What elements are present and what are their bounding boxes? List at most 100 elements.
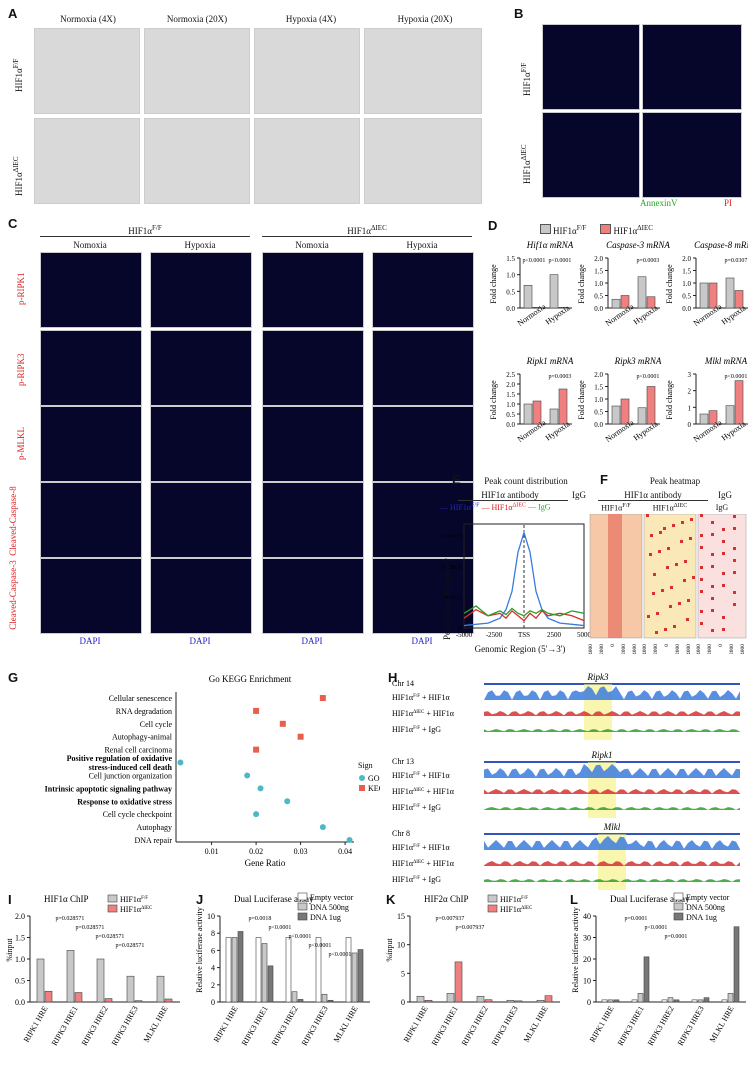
panel-c-row-label: p-MLKL bbox=[16, 427, 26, 460]
chart-title: Caspase-8 mRNA bbox=[694, 240, 748, 250]
coverage-track bbox=[484, 764, 740, 778]
micrograph-a3 bbox=[254, 28, 360, 114]
coverage-track bbox=[484, 711, 740, 716]
heatmap-mark bbox=[650, 534, 653, 537]
bar bbox=[699, 413, 709, 425]
heatmap-mark bbox=[690, 518, 693, 521]
bar bbox=[611, 405, 621, 425]
data-point bbox=[284, 798, 291, 805]
y-tick-label: 0.5 bbox=[15, 977, 25, 986]
bar bbox=[631, 999, 638, 1003]
heatmap-mark bbox=[711, 553, 714, 556]
legend-label: HIF1αΔIEC bbox=[500, 905, 533, 914]
category-label: DNA repair bbox=[134, 836, 172, 845]
bar bbox=[476, 995, 485, 1003]
bar bbox=[733, 926, 740, 1003]
heatmap-mark bbox=[687, 599, 690, 602]
chart-title: Dual Luciferase assay bbox=[610, 894, 690, 904]
bar bbox=[699, 282, 709, 309]
data-point bbox=[319, 695, 326, 701]
heatmap-mark bbox=[733, 603, 736, 606]
heatmap-mark bbox=[711, 533, 714, 536]
micrograph-a4 bbox=[364, 28, 482, 114]
fluorescence-b3 bbox=[542, 112, 640, 198]
panel-c-col-title: Nomoxia bbox=[73, 240, 107, 250]
legend-label: Empty vector bbox=[686, 893, 730, 902]
legend-swatch bbox=[673, 892, 684, 901]
heatmap-mark bbox=[656, 612, 659, 615]
x-tick-label: 0.04 bbox=[338, 847, 352, 856]
panel-e-legend: — HIF1αF/F — HIF1αΔIEC — IgG bbox=[440, 502, 551, 512]
dapi-label: DAPI bbox=[301, 636, 323, 646]
heatmap-mark bbox=[681, 521, 684, 524]
heatmap-mark bbox=[733, 547, 736, 550]
x-tick-label: 2000 bbox=[675, 644, 681, 654]
y-tick-label: 1.5 bbox=[594, 384, 603, 392]
bar bbox=[673, 999, 680, 1003]
y-tick-label: 0 bbox=[459, 626, 462, 632]
track-label: HIF1αF/F + HIF1α bbox=[392, 693, 450, 702]
y-tick-label: 0 bbox=[688, 421, 692, 429]
panel-e-sub: IgG bbox=[572, 490, 586, 500]
y-tick-label: 0.0 bbox=[594, 421, 603, 429]
micrograph-c-r3c4 bbox=[372, 406, 474, 482]
bar bbox=[424, 999, 433, 1003]
heatmap-mark bbox=[669, 605, 672, 608]
y-tick-label: 0.5 bbox=[594, 293, 603, 301]
y-axis-label: Fold change bbox=[489, 264, 498, 304]
bar bbox=[532, 307, 542, 309]
panel-e-ylabel: Peak Count Frequency bbox=[442, 558, 452, 640]
y-tick-label: 1.0 bbox=[506, 272, 515, 280]
bar bbox=[345, 937, 352, 1003]
p-value-label: p=0.028571 bbox=[76, 925, 105, 931]
p-value-label: p=0.0001 bbox=[665, 934, 688, 940]
p-value-label: p=0.0003 bbox=[549, 374, 572, 380]
legend-hif-diec: — HIF1αΔIEC bbox=[481, 502, 527, 512]
heatmap-mark bbox=[678, 602, 681, 605]
bar bbox=[66, 950, 75, 1003]
x-tick-label: -4000 bbox=[696, 644, 702, 654]
micrograph-c-r2c2 bbox=[150, 330, 252, 406]
micrograph-a6 bbox=[144, 118, 250, 204]
panel-a-row-label: HIF1αF/F bbox=[12, 58, 24, 92]
y-tick-label: 0.0 bbox=[506, 305, 515, 313]
x-tick-label: -2000 bbox=[707, 644, 713, 654]
legend-title: Sign bbox=[358, 761, 373, 770]
heatmap-mark bbox=[711, 609, 714, 612]
panel-a-row-label: HIF1αΔIEC bbox=[12, 156, 24, 197]
y-tick-label: 0.0 bbox=[682, 305, 691, 313]
y-axis-label: Fold change bbox=[577, 264, 586, 304]
bar bbox=[646, 386, 656, 425]
panel-c-row-label: p-RIPK3 bbox=[16, 353, 26, 386]
heatmap-mark bbox=[700, 514, 703, 517]
y-axis-label: Relative luciferase activity bbox=[195, 907, 204, 993]
panel-c-row-label: p-RIPK1 bbox=[16, 272, 26, 305]
panel-c-col-title: Hypoxia bbox=[406, 240, 438, 250]
heatmap-mark bbox=[733, 515, 736, 518]
chromosome-label: Chr 14 bbox=[392, 679, 414, 688]
bar bbox=[321, 993, 328, 1003]
chart-title: HIF2α ChIP bbox=[424, 894, 468, 904]
track-label: HIF1αF/F + IgG bbox=[392, 725, 441, 734]
heatmap-mark bbox=[733, 571, 736, 574]
data-point bbox=[253, 811, 260, 818]
heatmap-mark bbox=[672, 524, 675, 527]
heatmap-mark bbox=[711, 521, 714, 524]
track-label: HIF1αF/F + IgG bbox=[392, 875, 441, 884]
bar bbox=[708, 282, 718, 309]
y-tick-label: 0.0 bbox=[594, 305, 603, 313]
track-label: HIF1αΔIEC + HIF1α bbox=[392, 859, 455, 868]
bar bbox=[156, 975, 165, 1003]
y-tick-label: 1.5 bbox=[682, 268, 691, 276]
category-label: RIPK3 HRE2 bbox=[646, 1005, 676, 1048]
y-tick-label: 2 bbox=[688, 388, 692, 396]
legend-swatch bbox=[297, 912, 308, 921]
panel-label-g: G bbox=[8, 670, 19, 685]
legend-igg: — IgG bbox=[528, 502, 551, 512]
coverage-track bbox=[484, 861, 740, 866]
chart-title: Caspase-3 mRNA bbox=[606, 240, 670, 250]
chromosome-label: Chr 13 bbox=[392, 757, 414, 766]
p-value-label: p<0.0001 bbox=[309, 943, 332, 949]
category-label: RIPK1 HRE bbox=[402, 1004, 430, 1043]
x-tick-label: -4000 bbox=[588, 644, 594, 654]
